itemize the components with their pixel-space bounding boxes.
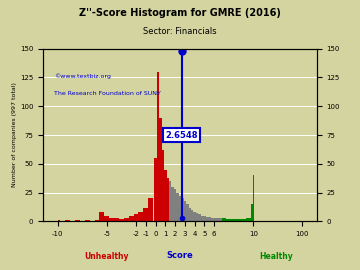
Bar [241,219,246,221]
Bar [246,218,251,221]
Bar [184,201,186,221]
Bar [213,218,215,221]
Bar [198,214,201,221]
Bar [231,219,236,221]
Text: Z''-Score Histogram for GMRE (2016): Z''-Score Histogram for GMRE (2016) [79,8,281,18]
Bar [174,189,176,221]
Bar [201,216,203,221]
Bar [220,218,223,221]
Text: 2.6548: 2.6548 [165,130,198,140]
Bar [176,193,179,221]
Bar [109,218,114,221]
Bar [134,214,139,221]
Bar [119,219,124,221]
Text: Healthy: Healthy [259,252,293,261]
Y-axis label: Number of companies (997 total): Number of companies (997 total) [12,83,17,187]
Bar [99,212,104,221]
Text: ©www.textbiz.org: ©www.textbiz.org [54,73,111,79]
Text: Sector: Financials: Sector: Financials [143,27,217,36]
Bar [114,218,119,221]
Bar [154,158,157,221]
X-axis label: Score: Score [167,251,193,260]
Bar [179,196,181,221]
Bar [169,181,171,221]
Bar [251,204,253,221]
Bar [157,72,159,221]
Bar [162,150,164,221]
Bar [85,220,90,221]
Bar [181,198,184,221]
Bar [148,198,153,221]
Bar [159,118,162,221]
Bar [236,219,241,221]
Bar [104,216,109,221]
Bar [65,220,70,221]
Bar [211,218,213,221]
Bar [139,212,143,221]
Bar [167,178,169,221]
Bar [75,220,80,221]
Bar [193,212,196,221]
Bar [129,216,134,221]
Bar [203,216,206,221]
Bar [215,218,218,221]
Bar [189,208,191,221]
Bar [206,217,208,221]
Bar [208,217,211,221]
Bar [218,218,220,221]
Bar [226,219,231,221]
Bar [143,208,148,221]
Bar [171,187,174,221]
Bar [221,218,226,221]
Bar [94,220,99,221]
Bar [196,213,198,221]
Bar [124,218,129,221]
Bar [186,204,189,221]
Bar [58,220,60,221]
Text: Unhealthy: Unhealthy [85,252,129,261]
Bar [191,210,193,221]
Bar [164,170,167,221]
Text: The Research Foundation of SUNY: The Research Foundation of SUNY [54,91,161,96]
